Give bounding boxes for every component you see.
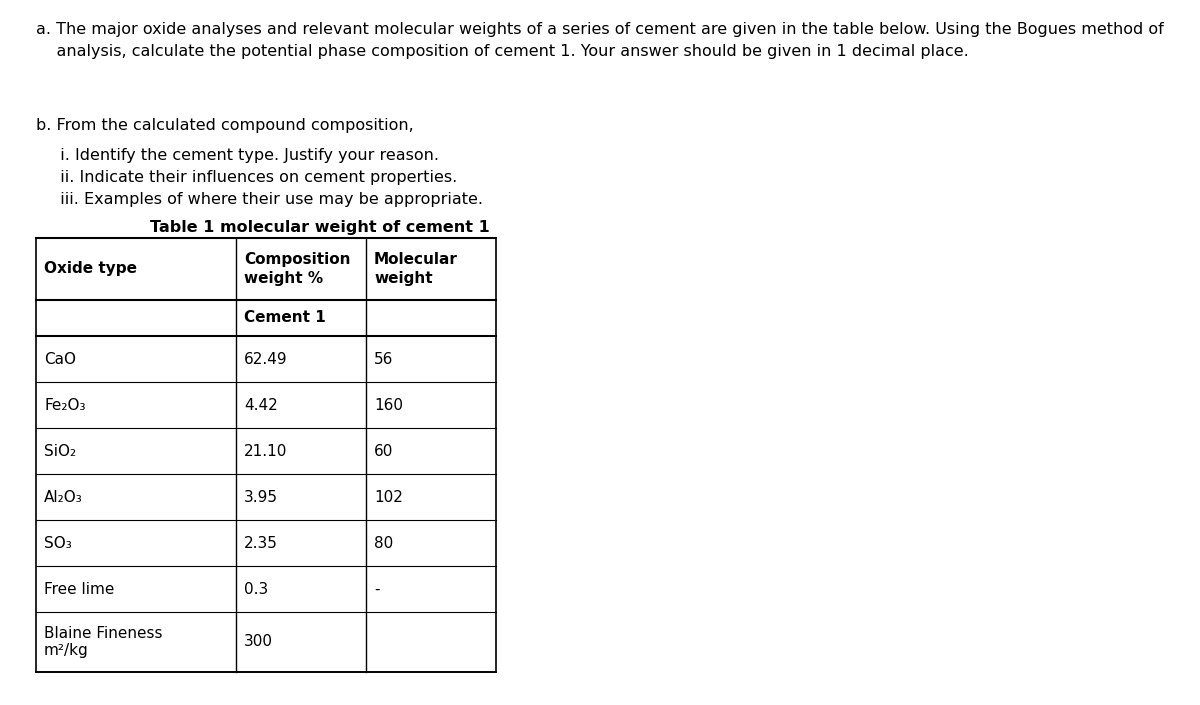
Text: Al₂O₃: Al₂O₃ — [44, 489, 83, 505]
Text: i. Identify the cement type. Justify your reason.: i. Identify the cement type. Justify you… — [50, 148, 439, 163]
Text: -: - — [374, 582, 379, 596]
Text: Table 1 molecular weight of cement 1: Table 1 molecular weight of cement 1 — [150, 220, 490, 235]
Text: Oxide type: Oxide type — [44, 262, 137, 276]
Text: iii. Examples of where their use may be appropriate.: iii. Examples of where their use may be … — [50, 192, 482, 207]
Text: 56: 56 — [374, 352, 394, 367]
Text: Blaine Fineness
m²/kg: Blaine Fineness m²/kg — [44, 626, 162, 658]
Text: 62.49: 62.49 — [244, 352, 288, 367]
Text: Cement 1: Cement 1 — [244, 310, 325, 326]
Text: 21.10: 21.10 — [244, 443, 287, 458]
Text: Composition
weight %: Composition weight % — [244, 252, 350, 286]
Text: 102: 102 — [374, 489, 403, 505]
Text: 80: 80 — [374, 536, 394, 551]
Text: 2.35: 2.35 — [244, 536, 278, 551]
Text: CaO: CaO — [44, 352, 76, 367]
Text: Free lime: Free lime — [44, 582, 114, 596]
Text: Fe₂O₃: Fe₂O₃ — [44, 398, 85, 412]
Bar — [36, 238, 496, 672]
Text: Molecular
weight: Molecular weight — [374, 252, 458, 286]
Text: 0.3: 0.3 — [244, 582, 269, 596]
Text: ii. Indicate their influences on cement properties.: ii. Indicate their influences on cement … — [50, 170, 457, 185]
Text: analysis, calculate the potential phase composition of cement 1. Your answer sho: analysis, calculate the potential phase … — [36, 44, 968, 59]
Text: SiO₂: SiO₂ — [44, 443, 76, 458]
Text: 3.95: 3.95 — [244, 489, 278, 505]
Text: 60: 60 — [374, 443, 394, 458]
Text: SO₃: SO₃ — [44, 536, 72, 551]
Text: 300: 300 — [244, 634, 274, 649]
Text: 4.42: 4.42 — [244, 398, 277, 412]
Text: b. From the calculated compound composition,: b. From the calculated compound composit… — [36, 118, 414, 133]
Text: 160: 160 — [374, 398, 403, 412]
Text: a. The major oxide analyses and relevant molecular weights of a series of cement: a. The major oxide analyses and relevant… — [36, 22, 1164, 37]
